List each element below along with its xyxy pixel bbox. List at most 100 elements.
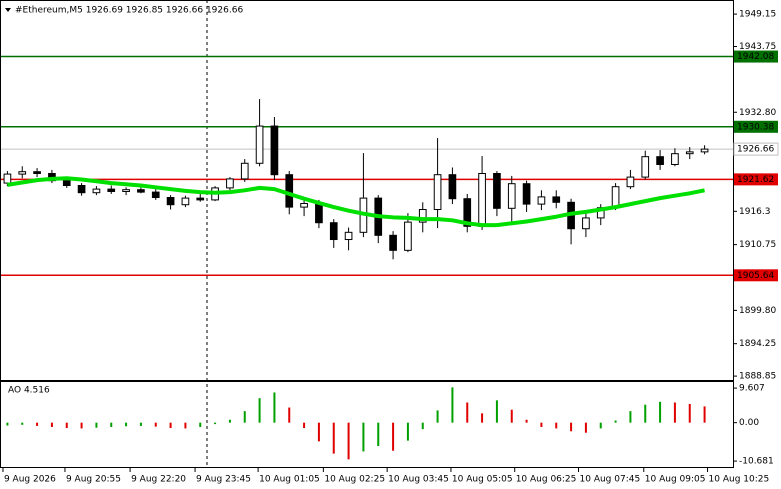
x-tick-label: 10 Aug 03:45 bbox=[388, 475, 449, 485]
ao-bar bbox=[110, 422, 113, 427]
x-tick-label: 10 Aug 06:25 bbox=[516, 475, 577, 485]
candle-body bbox=[107, 188, 116, 193]
ao-bar bbox=[199, 422, 202, 427]
level-box bbox=[734, 269, 778, 282]
candle-body bbox=[122, 189, 130, 193]
ao-bar bbox=[392, 422, 395, 451]
ao-bar bbox=[421, 422, 424, 430]
ao-bar bbox=[540, 422, 543, 427]
y-tick-label: 1910.75 bbox=[739, 240, 776, 250]
candle-body bbox=[300, 203, 308, 208]
candle-body bbox=[270, 125, 279, 176]
ao-bar bbox=[406, 422, 409, 441]
candle-body bbox=[671, 153, 679, 165]
candle-body bbox=[493, 172, 501, 209]
ao-bar bbox=[288, 407, 291, 423]
candle-body bbox=[626, 176, 635, 188]
x-tick-label: 10 Aug 05:05 bbox=[452, 475, 513, 485]
ao-bar bbox=[228, 419, 231, 423]
candle-body bbox=[285, 174, 294, 208]
candle-body bbox=[92, 188, 101, 194]
candle-body bbox=[315, 203, 323, 224]
ao-bar bbox=[139, 422, 142, 426]
candle-body bbox=[656, 156, 664, 165]
ao-bar bbox=[436, 410, 439, 423]
candle-body bbox=[329, 222, 338, 241]
y-tick-label: 1899.80 bbox=[739, 306, 776, 316]
ao-bar bbox=[703, 406, 706, 423]
candle-body bbox=[478, 172, 486, 227]
ao-bar bbox=[629, 411, 632, 423]
candle-body bbox=[507, 183, 516, 209]
y-tick-label: 1949.15 bbox=[739, 10, 776, 20]
candle-body bbox=[137, 189, 145, 193]
x-tick-label: 10 Aug 09:05 bbox=[645, 475, 706, 485]
level-box bbox=[734, 50, 778, 63]
ao-bar bbox=[243, 411, 246, 423]
ao-bar bbox=[80, 422, 83, 429]
candle-body bbox=[418, 209, 427, 223]
x-tick-label: 9 Aug 2026 bbox=[4, 475, 56, 485]
ao-bar bbox=[317, 422, 320, 442]
ao-bar bbox=[303, 422, 306, 429]
ao-bar bbox=[599, 422, 602, 429]
ao-bar bbox=[65, 422, 68, 429]
x-tick-label: 9 Aug 23:45 bbox=[196, 475, 251, 485]
candle-body bbox=[255, 125, 264, 164]
x-tick-label: 10 Aug 01:05 bbox=[259, 475, 320, 485]
ao-bar bbox=[555, 422, 558, 429]
candle-body bbox=[389, 234, 397, 251]
y-tick-label: 1894.25 bbox=[739, 339, 776, 349]
y-tick-label: 0.00 bbox=[739, 418, 759, 428]
ao-bar bbox=[258, 398, 261, 423]
ao-bar bbox=[50, 422, 53, 427]
ao-bar bbox=[495, 400, 498, 423]
ao-bar bbox=[184, 422, 187, 429]
y-tick-label: 1943.75 bbox=[739, 42, 776, 52]
ao-bar bbox=[584, 422, 587, 433]
candle-body bbox=[404, 221, 412, 251]
candle-body bbox=[77, 184, 86, 194]
candle-body bbox=[700, 148, 709, 153]
x-tick-label: 10 Aug 10:25 bbox=[709, 475, 770, 485]
level-label: 1930.38 bbox=[737, 122, 774, 132]
level-box bbox=[734, 120, 778, 133]
last-price-label: 1926.66 bbox=[737, 145, 774, 155]
main-frame bbox=[0, 0, 734, 381]
menu-arrow bbox=[5, 8, 11, 12]
candle-body bbox=[522, 183, 531, 205]
ao-bar bbox=[169, 422, 172, 429]
y-tick-label: 1916.3 bbox=[739, 207, 771, 217]
x-tick-label: 10 Aug 02:25 bbox=[324, 475, 385, 485]
ao-bar bbox=[525, 419, 528, 423]
y-tick-label: -10.681 bbox=[739, 457, 774, 467]
ao-bar bbox=[451, 387, 454, 423]
x-tick-label: 9 Aug 20:55 bbox=[66, 475, 121, 485]
candle-body bbox=[226, 178, 234, 189]
candle-body bbox=[18, 171, 27, 175]
candle-body bbox=[463, 198, 472, 227]
level-label: 1942.08 bbox=[737, 52, 774, 62]
ao-bar bbox=[273, 392, 276, 423]
ao-bar bbox=[332, 422, 335, 454]
ao-bar bbox=[377, 422, 380, 447]
ao-bar bbox=[673, 402, 676, 423]
ao-bar bbox=[6, 422, 9, 426]
ao-bar bbox=[36, 422, 39, 426]
ao-bar bbox=[125, 422, 128, 427]
y-tick-label: 1888.85 bbox=[739, 372, 776, 382]
candle-body bbox=[552, 196, 561, 203]
x-tick-label: 10 Aug 07:45 bbox=[580, 475, 641, 485]
candle-body bbox=[240, 162, 249, 180]
chart-title: #Ethereum,M5 1926.69 1926.85 1926.66 192… bbox=[15, 6, 243, 16]
ao-bar bbox=[362, 422, 365, 452]
ao-bar bbox=[21, 422, 24, 425]
candle-body bbox=[448, 174, 457, 200]
candle-body bbox=[641, 156, 650, 178]
ao-bar bbox=[644, 404, 647, 423]
level-box bbox=[734, 173, 778, 186]
candle-body bbox=[344, 231, 353, 241]
ao-bar bbox=[481, 413, 484, 423]
y-tick-label: 9.607 bbox=[739, 384, 765, 394]
